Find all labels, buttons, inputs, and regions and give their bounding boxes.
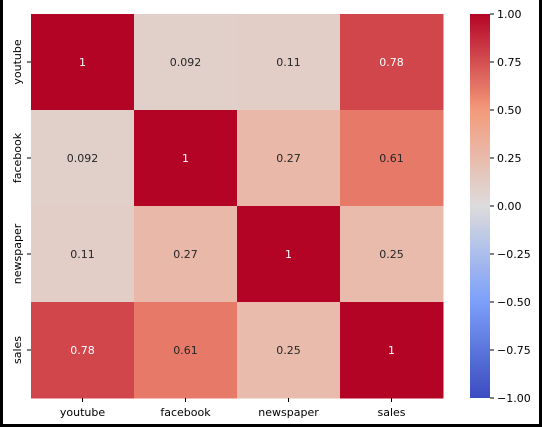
x-tick-label: newspaper	[258, 406, 319, 419]
y-axis: youtube facebook newspaper sales	[11, 39, 31, 364]
colorbar-tick-label: −1.00	[497, 392, 531, 405]
cell-annotation: 0.11	[70, 248, 95, 261]
cell-annotation: 0.27	[173, 248, 198, 261]
heatmap-cell	[340, 206, 444, 303]
colorbar-gradient	[470, 14, 490, 398]
chart-figure: 1 0.092 0.11 0.78 0.092 1 0.27 0.61 0.11 0.27 1 0.2…	[3, 0, 539, 424]
y-tick-label: facebook	[11, 132, 24, 183]
cell-annotation: 0.11	[276, 56, 301, 69]
heatmap-cell	[237, 110, 341, 207]
heatmap-cell	[340, 302, 444, 399]
heatmap-cell	[134, 14, 238, 111]
cell-annotation: 0.27	[276, 152, 301, 165]
heatmap-cell	[31, 110, 135, 207]
cell-annotations: 1 0.092 0.11 0.78 0.092 1 0.27 0.61 0.11 0.27 1 0.2…	[67, 56, 404, 357]
heatmap-cell	[340, 14, 444, 111]
colorbar: 1.00 0.75 0.50 0.25 0.00 −0.25 −0.50 −0.75 −1.00	[470, 8, 531, 405]
heatmap-cell	[237, 302, 341, 399]
y-tick-label: youtube	[11, 39, 24, 84]
x-axis: youtube facebook newspaper sales	[60, 398, 406, 419]
colorbar-tick-label: 0.50	[497, 104, 522, 117]
heatmap-chart: 1 0.092 0.11 0.78 0.092 1 0.27 0.61 0.11 0.27 1 0.2…	[11, 8, 531, 419]
heatmap-cell	[340, 110, 444, 207]
heatmap-cell	[31, 14, 135, 111]
cell-annotation: 0.092	[67, 152, 99, 165]
heatmap-cell	[31, 302, 135, 399]
heatmap-cell	[31, 206, 135, 303]
colorbar-tick-label: −0.75	[497, 344, 531, 357]
y-tick-label: sales	[11, 336, 24, 364]
colorbar-tick-label: 0.75	[497, 56, 522, 69]
cell-annotation: 1	[285, 248, 292, 261]
colorbar-tick-label: 0.25	[497, 152, 522, 165]
heatmap-cell	[237, 14, 341, 111]
cell-annotation: 1	[182, 152, 189, 165]
heatmap-cell	[134, 206, 238, 303]
colorbar-tick-label: 1.00	[497, 8, 522, 21]
colorbar-tick-label: −0.50	[497, 296, 531, 309]
heatmap-cell	[134, 302, 238, 399]
colorbar-tick-label: 0.00	[497, 200, 522, 213]
cell-annotation: 0.25	[276, 344, 301, 357]
cell-annotation: 0.61	[173, 344, 198, 357]
cell-annotation: 0.61	[379, 152, 404, 165]
x-tick-label: sales	[377, 406, 405, 419]
heatmap-cell	[237, 206, 341, 303]
x-tick-label: youtube	[60, 406, 105, 419]
heatmap-cells	[31, 14, 444, 399]
cell-annotation: 0.25	[379, 248, 404, 261]
colorbar-tick-label: −0.25	[497, 248, 531, 261]
x-tick-label: facebook	[160, 406, 211, 419]
cell-annotation: 1	[388, 344, 395, 357]
heatmap-cell	[134, 110, 238, 207]
cell-annotation: 0.78	[70, 344, 95, 357]
cell-annotation: 0.092	[170, 56, 202, 69]
cell-annotation: 1	[79, 56, 86, 69]
cell-annotation: 0.78	[379, 56, 404, 69]
y-tick-label: newspaper	[11, 223, 24, 284]
